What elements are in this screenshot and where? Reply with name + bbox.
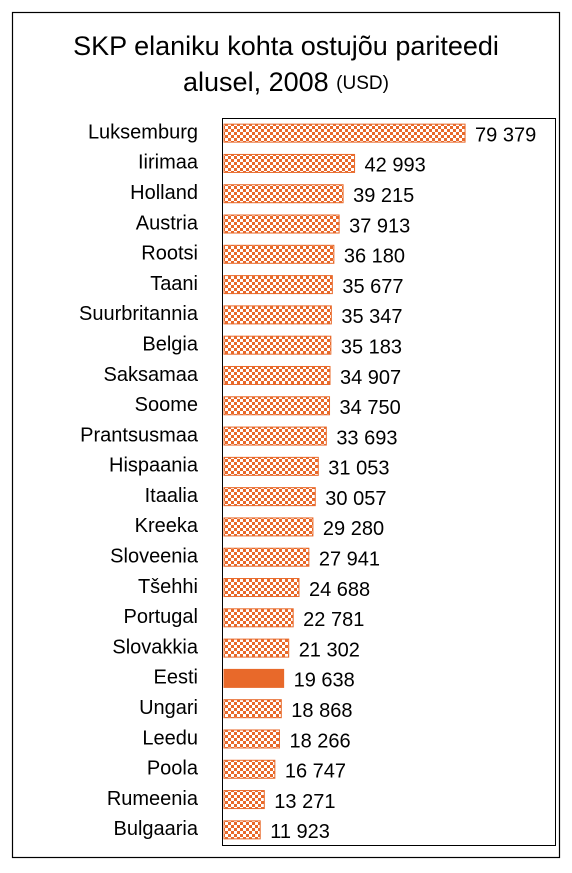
value-label: 29 280 bbox=[323, 518, 384, 540]
bar bbox=[223, 244, 335, 264]
y-tick-label: Soome bbox=[135, 394, 198, 416]
value-label: 35 677 bbox=[342, 276, 403, 298]
value-label: 24 688 bbox=[309, 579, 370, 601]
value-label: 79 379 bbox=[475, 124, 536, 146]
bar bbox=[223, 426, 327, 446]
y-tick-label: Eesti bbox=[154, 667, 198, 689]
y-tick-label: Iirimaa bbox=[138, 152, 199, 174]
y-tick-label: Itaalia bbox=[145, 485, 199, 507]
y-tick-label: Rootsi bbox=[141, 243, 198, 265]
y-tick-label: Luksemburg bbox=[88, 121, 198, 143]
value-label: 30 057 bbox=[325, 488, 386, 510]
y-tick-label: Kreeka bbox=[135, 515, 199, 537]
y-tick-label: Ungari bbox=[139, 697, 198, 719]
value-label: 18 266 bbox=[289, 730, 350, 752]
unit: (USD) bbox=[336, 73, 389, 94]
bar bbox=[223, 275, 333, 295]
y-tick-label: Austria bbox=[136, 212, 199, 234]
y-tick-label: Suurbritannia bbox=[79, 303, 199, 325]
bar bbox=[223, 578, 300, 598]
y-tick-label: Prantsusmaa bbox=[80, 424, 199, 446]
value-label: 22 781 bbox=[303, 609, 364, 631]
y-tick-label: Taani bbox=[150, 273, 198, 295]
bar bbox=[223, 668, 285, 688]
bar bbox=[223, 487, 316, 507]
value-label: 18 868 bbox=[291, 700, 352, 722]
plot-frame bbox=[222, 118, 556, 846]
value-label: 13 271 bbox=[274, 791, 335, 813]
bar bbox=[223, 123, 466, 143]
value-label: 42 993 bbox=[365, 155, 426, 177]
value-label: 39 215 bbox=[353, 185, 414, 207]
value-label: 37 913 bbox=[349, 215, 410, 237]
value-label: 35 183 bbox=[341, 336, 402, 358]
bar bbox=[223, 547, 310, 567]
y-tick-label: Portugal bbox=[124, 606, 199, 628]
bar bbox=[223, 699, 282, 719]
bar bbox=[223, 365, 331, 385]
value-label: 36 180 bbox=[344, 246, 405, 268]
bar bbox=[223, 305, 332, 325]
bar bbox=[223, 456, 319, 476]
value-label: 27 941 bbox=[319, 549, 380, 571]
bar bbox=[223, 335, 332, 355]
bar bbox=[223, 759, 276, 779]
bar bbox=[223, 396, 331, 416]
bar bbox=[223, 820, 261, 840]
outer-border bbox=[11, 11, 561, 859]
value-label: 21 302 bbox=[299, 639, 360, 661]
y-tick-label: Sloveenia bbox=[110, 546, 199, 568]
chart-title: SKP elaniku kohta ostujõu pariteedi bbox=[73, 31, 499, 61]
y-tick-label: Saksamaa bbox=[104, 364, 199, 386]
y-tick-label: Leedu bbox=[142, 727, 198, 749]
value-label: 19 638 bbox=[294, 670, 355, 692]
y-tick-label: Holland bbox=[130, 182, 198, 204]
value-label: 31 053 bbox=[328, 458, 389, 480]
bar bbox=[223, 638, 290, 658]
value-label: 33 693 bbox=[336, 427, 397, 449]
bar bbox=[223, 214, 340, 234]
bar bbox=[223, 184, 344, 204]
chart-title: alusel, 2008 (USD) bbox=[183, 67, 389, 97]
bar bbox=[223, 790, 265, 810]
value-label: 11 923 bbox=[270, 821, 330, 843]
y-tick-label: Hispaania bbox=[109, 455, 199, 477]
bar bbox=[223, 517, 314, 537]
y-tick-label: Slovakkia bbox=[112, 636, 198, 658]
y-tick-label: Poola bbox=[147, 758, 199, 780]
value-label: 34 750 bbox=[340, 397, 401, 419]
y-tick-label: Belgia bbox=[142, 333, 198, 355]
bar bbox=[223, 729, 280, 749]
bar bbox=[223, 608, 294, 628]
value-label: 16 747 bbox=[285, 761, 346, 783]
value-label: 35 347 bbox=[341, 306, 402, 328]
y-tick-label: Tšehhi bbox=[138, 576, 198, 598]
value-label: 34 907 bbox=[340, 367, 401, 389]
y-tick-label: Bulgaaria bbox=[113, 818, 198, 840]
y-tick-label: Rumeenia bbox=[107, 788, 199, 810]
bar bbox=[223, 153, 356, 173]
chart-title: alusel, 2008 bbox=[183, 67, 329, 97]
